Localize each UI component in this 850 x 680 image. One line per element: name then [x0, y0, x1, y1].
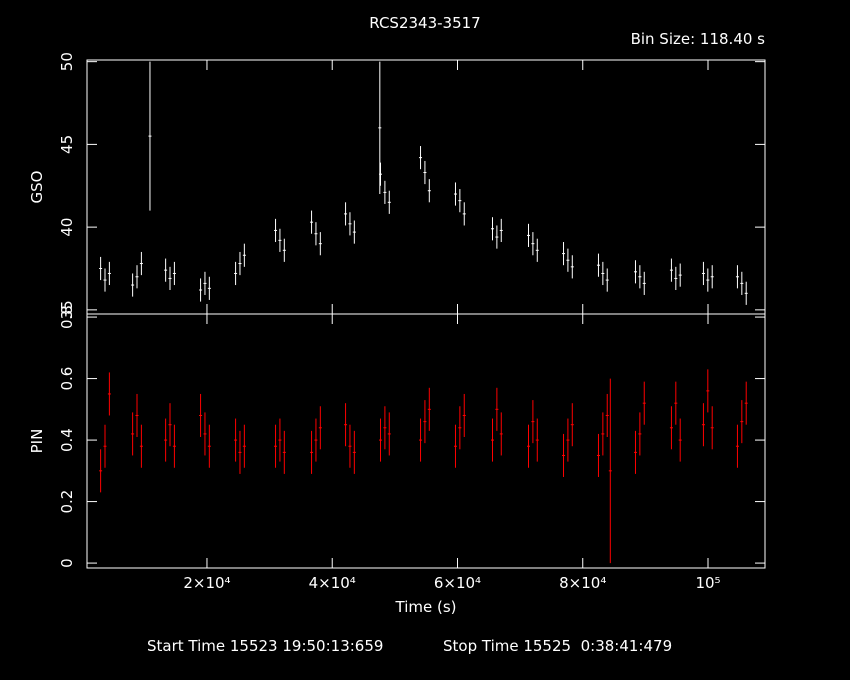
- x-tick-label: 2×10⁴: [183, 574, 230, 592]
- y-tick-label: 45: [58, 135, 76, 154]
- y-tick-label: 0.8: [58, 305, 76, 329]
- y-tick-label: 0: [58, 558, 76, 568]
- y-axis-label: GSO: [28, 171, 46, 204]
- x-tick-label: 4×10⁴: [309, 574, 356, 592]
- bin-size: Bin Size: 118.40 s: [631, 30, 766, 48]
- y-tick-label: 35: [58, 300, 76, 319]
- start-time: Start Time 15523 19:50:13:659: [147, 637, 383, 655]
- y-axis-label: PIN: [28, 429, 46, 454]
- data-points: [99, 61, 748, 305]
- y-tick-label: 0.4: [58, 428, 76, 452]
- y-tick-label: 40: [58, 218, 76, 237]
- x-axis-label: Time (s): [395, 598, 457, 616]
- y-tick-label: 50: [58, 52, 76, 71]
- x-tick-label: 6×10⁴: [434, 574, 481, 592]
- x-tick-label: 10⁵: [695, 574, 720, 592]
- y-tick-label: 0.6: [58, 367, 76, 391]
- data-points: [99, 369, 748, 564]
- x-tick-label: 8×10⁴: [559, 574, 606, 592]
- stop-time: Stop Time 15525 0:38:41:479: [443, 637, 672, 655]
- title: RCS2343-3517: [369, 14, 480, 32]
- panel-frame: [86, 313, 766, 569]
- y-tick-label: 0.2: [58, 490, 76, 514]
